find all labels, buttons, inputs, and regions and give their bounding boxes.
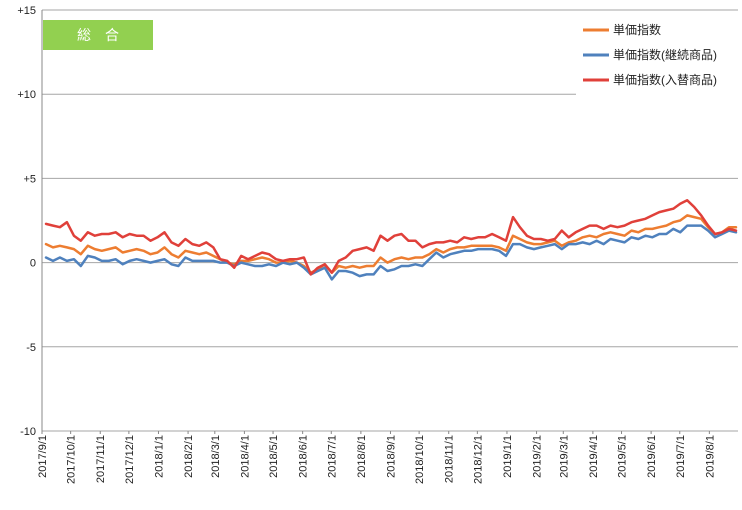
x-tick-label: 2018/12/1 bbox=[472, 435, 484, 484]
legend-label: 単価指数(継続商品) bbox=[613, 47, 717, 62]
y-tick-label: +15 bbox=[17, 5, 36, 17]
badge-label: 総 合 bbox=[77, 27, 119, 43]
x-tick-labels: 2017/9/1 2017/10/1 2017/11/1 2017/12/1 2018/… bbox=[37, 435, 716, 484]
x-tick-label: 2018/7/1 bbox=[326, 435, 338, 478]
x-tick-label: 2018/3/1 bbox=[210, 435, 222, 478]
x-tick-label: 2017/9/1 bbox=[37, 435, 49, 478]
x-tick-label: 2018/2/1 bbox=[183, 435, 195, 478]
x-tick-label: 2019/8/1 bbox=[704, 435, 716, 478]
x-tick-label: 2019/5/1 bbox=[617, 435, 629, 478]
y-tick-label: -5 bbox=[26, 342, 36, 354]
x-tick-label: 2017/12/1 bbox=[124, 435, 136, 484]
x-tick-label: 2017/10/1 bbox=[66, 435, 78, 484]
x-tick-label: 2019/1/1 bbox=[502, 435, 514, 478]
y-tick-label: 0 bbox=[30, 258, 36, 270]
x-tick-label: 2019/6/1 bbox=[646, 435, 658, 478]
x-tick-label: 2018/5/1 bbox=[268, 435, 280, 478]
y-tick-labels: +15 +10 +5 0 -5 -10 bbox=[17, 5, 36, 438]
legend-label: 単価指数 bbox=[613, 22, 661, 37]
series-line-1 bbox=[44, 214, 738, 274]
y-tick-label: +10 bbox=[17, 89, 36, 101]
x-tick-label: 2019/2/1 bbox=[532, 435, 544, 478]
x-tick-label: 2019/7/1 bbox=[675, 435, 687, 478]
y-tick-label: -10 bbox=[20, 426, 36, 438]
badge: 総 合 bbox=[43, 20, 153, 50]
series-line-2 bbox=[44, 224, 738, 281]
x-tick-label: 2018/4/1 bbox=[239, 435, 251, 478]
x-tick-label: 2018/6/1 bbox=[298, 435, 310, 478]
x-tick-label: 2019/4/1 bbox=[588, 435, 600, 478]
legend-label: 単価指数(入替商品) bbox=[613, 72, 717, 87]
x-tick-label: 2018/8/1 bbox=[356, 435, 368, 478]
x-tick-label: 2019/3/1 bbox=[558, 435, 570, 478]
y-tick-label: +5 bbox=[23, 173, 36, 185]
x-tick-label: 2018/11/1 bbox=[444, 435, 456, 483]
badge-background bbox=[43, 20, 153, 50]
x-tick-label: 2018/1/1 bbox=[153, 435, 165, 478]
x-tick-label: 2017/11/1 bbox=[95, 435, 107, 483]
x-tick-label: 2018/10/1 bbox=[414, 435, 426, 484]
series-lines bbox=[44, 199, 738, 281]
axes bbox=[41, 10, 710, 434]
series-line-3 bbox=[44, 199, 738, 276]
x-tick-label: 2018/9/1 bbox=[385, 435, 397, 478]
